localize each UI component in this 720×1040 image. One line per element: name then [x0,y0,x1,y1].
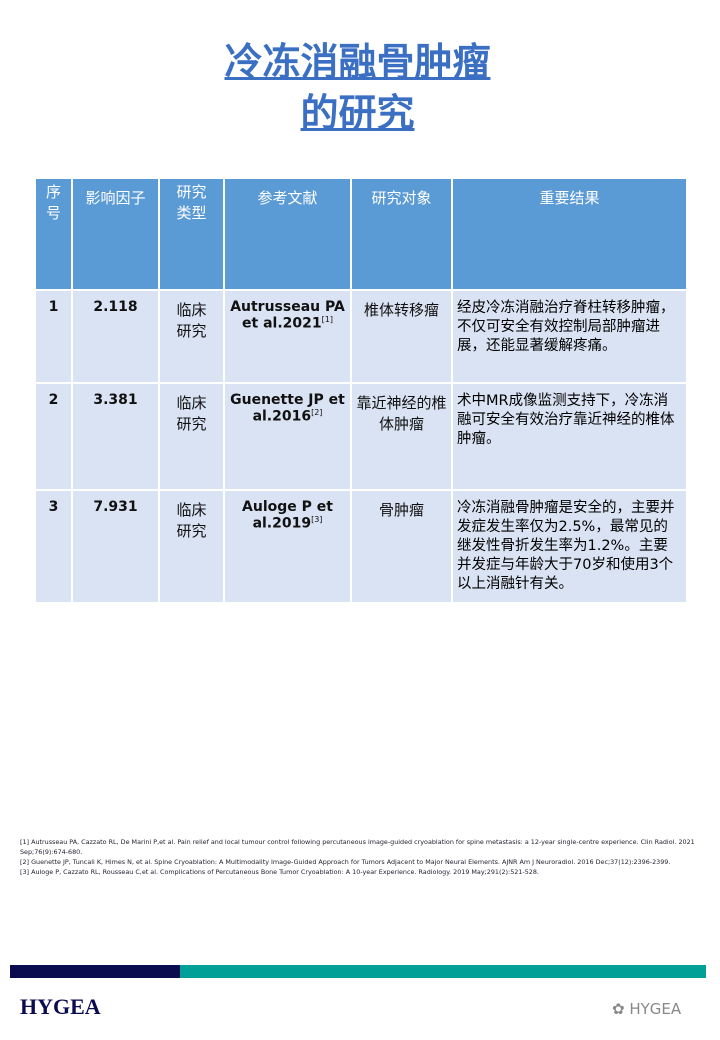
cell-type: 临床研究 [158,382,225,491]
cell-ref: Autrusseau PA et al.2021[1] [223,289,352,384]
cell-result: 经皮冷冻消融治疗脊柱转移肿瘤，不仅可安全有效控制局部肿瘤进展，还能显著缓解疼痛。 [451,289,688,384]
header-subject: 研究对象 [350,177,453,291]
ref-text: Autrusseau PA et al.2021 [230,299,345,332]
cell-type: 临床研究 [158,489,225,604]
cell-result: 冷冻消融骨肿瘤是安全的，主要并发症发生率仅为2.5%，最常见的继发性骨折发生率为… [451,489,688,604]
page-title: 冷冻消融骨肿瘤 [224,40,491,84]
watermark: ✿ HYGEA [612,1000,681,1018]
cell-no: 3 [34,489,73,604]
page-subtitle: 的研究 [300,91,415,135]
cell-result: 术中MR成像监测支持下，冷冻消融可安全有效治疗靠近神经的椎体肿瘤。 [451,382,688,491]
cell-ref: Auloge P et al.2019[3] [223,489,352,604]
cell-if: 7.931 [71,489,160,604]
cell-subject: 骨肿瘤 [350,489,453,604]
study-table: 序号 影响因子 研究类型 参考文献 研究对象 重要结果 1 2.118 临床研究… [34,177,688,604]
header-no: 序号 [34,177,73,291]
header-if: 影响因子 [71,177,160,291]
cell-ref: Guenette JP et al.2016[2] [223,382,352,491]
wechat-icon: ✿ [612,1000,630,1018]
table-row: 1 2.118 临床研究 Autrusseau PA et al.2021[1]… [34,289,688,384]
footer-bar-navy [10,965,180,978]
header-result: 重要结果 [451,177,688,291]
reference-2: [2] Guenette JP, Tuncali K, Himes N, et … [20,858,671,866]
cell-type: 临床研究 [158,289,225,384]
ref-sup: [2] [311,408,323,417]
footer-bar-teal [180,965,706,978]
ref-sup: [3] [311,515,323,524]
cell-no: 1 [34,289,73,384]
ref-text: Guenette JP et al.2016 [230,392,345,425]
table-header: 序号 影响因子 研究类型 参考文献 研究对象 重要结果 [34,177,688,291]
cell-if: 2.118 [71,289,160,384]
ref-sup: [1] [321,315,333,324]
watermark-text: HYGEA [629,1000,682,1018]
cell-no: 2 [34,382,73,491]
header-ref: 参考文献 [223,177,352,291]
table-row: 2 3.381 临床研究 Guenette JP et al.2016[2] 靠… [34,382,688,491]
references: [1] Autrusseau PA, Cazzato RL, De Marini… [20,837,710,877]
ref-text: Auloge P et al.2019 [242,499,333,532]
cell-subject: 靠近神经的椎体肿瘤 [350,382,453,491]
cell-subject: 椎体转移瘤 [350,289,453,384]
hygea-logo: HYGEA [20,994,101,1019]
reference-3: [3] Auloge P, Cazzato RL, Rousseau C,et … [20,868,539,876]
reference-1: [1] Autrusseau PA, Cazzato RL, De Marini… [20,838,695,856]
header-type: 研究类型 [158,177,225,291]
table-row: 3 7.931 临床研究 Auloge P et al.2019[3] 骨肿瘤 … [34,489,688,604]
cell-if: 3.381 [71,382,160,491]
